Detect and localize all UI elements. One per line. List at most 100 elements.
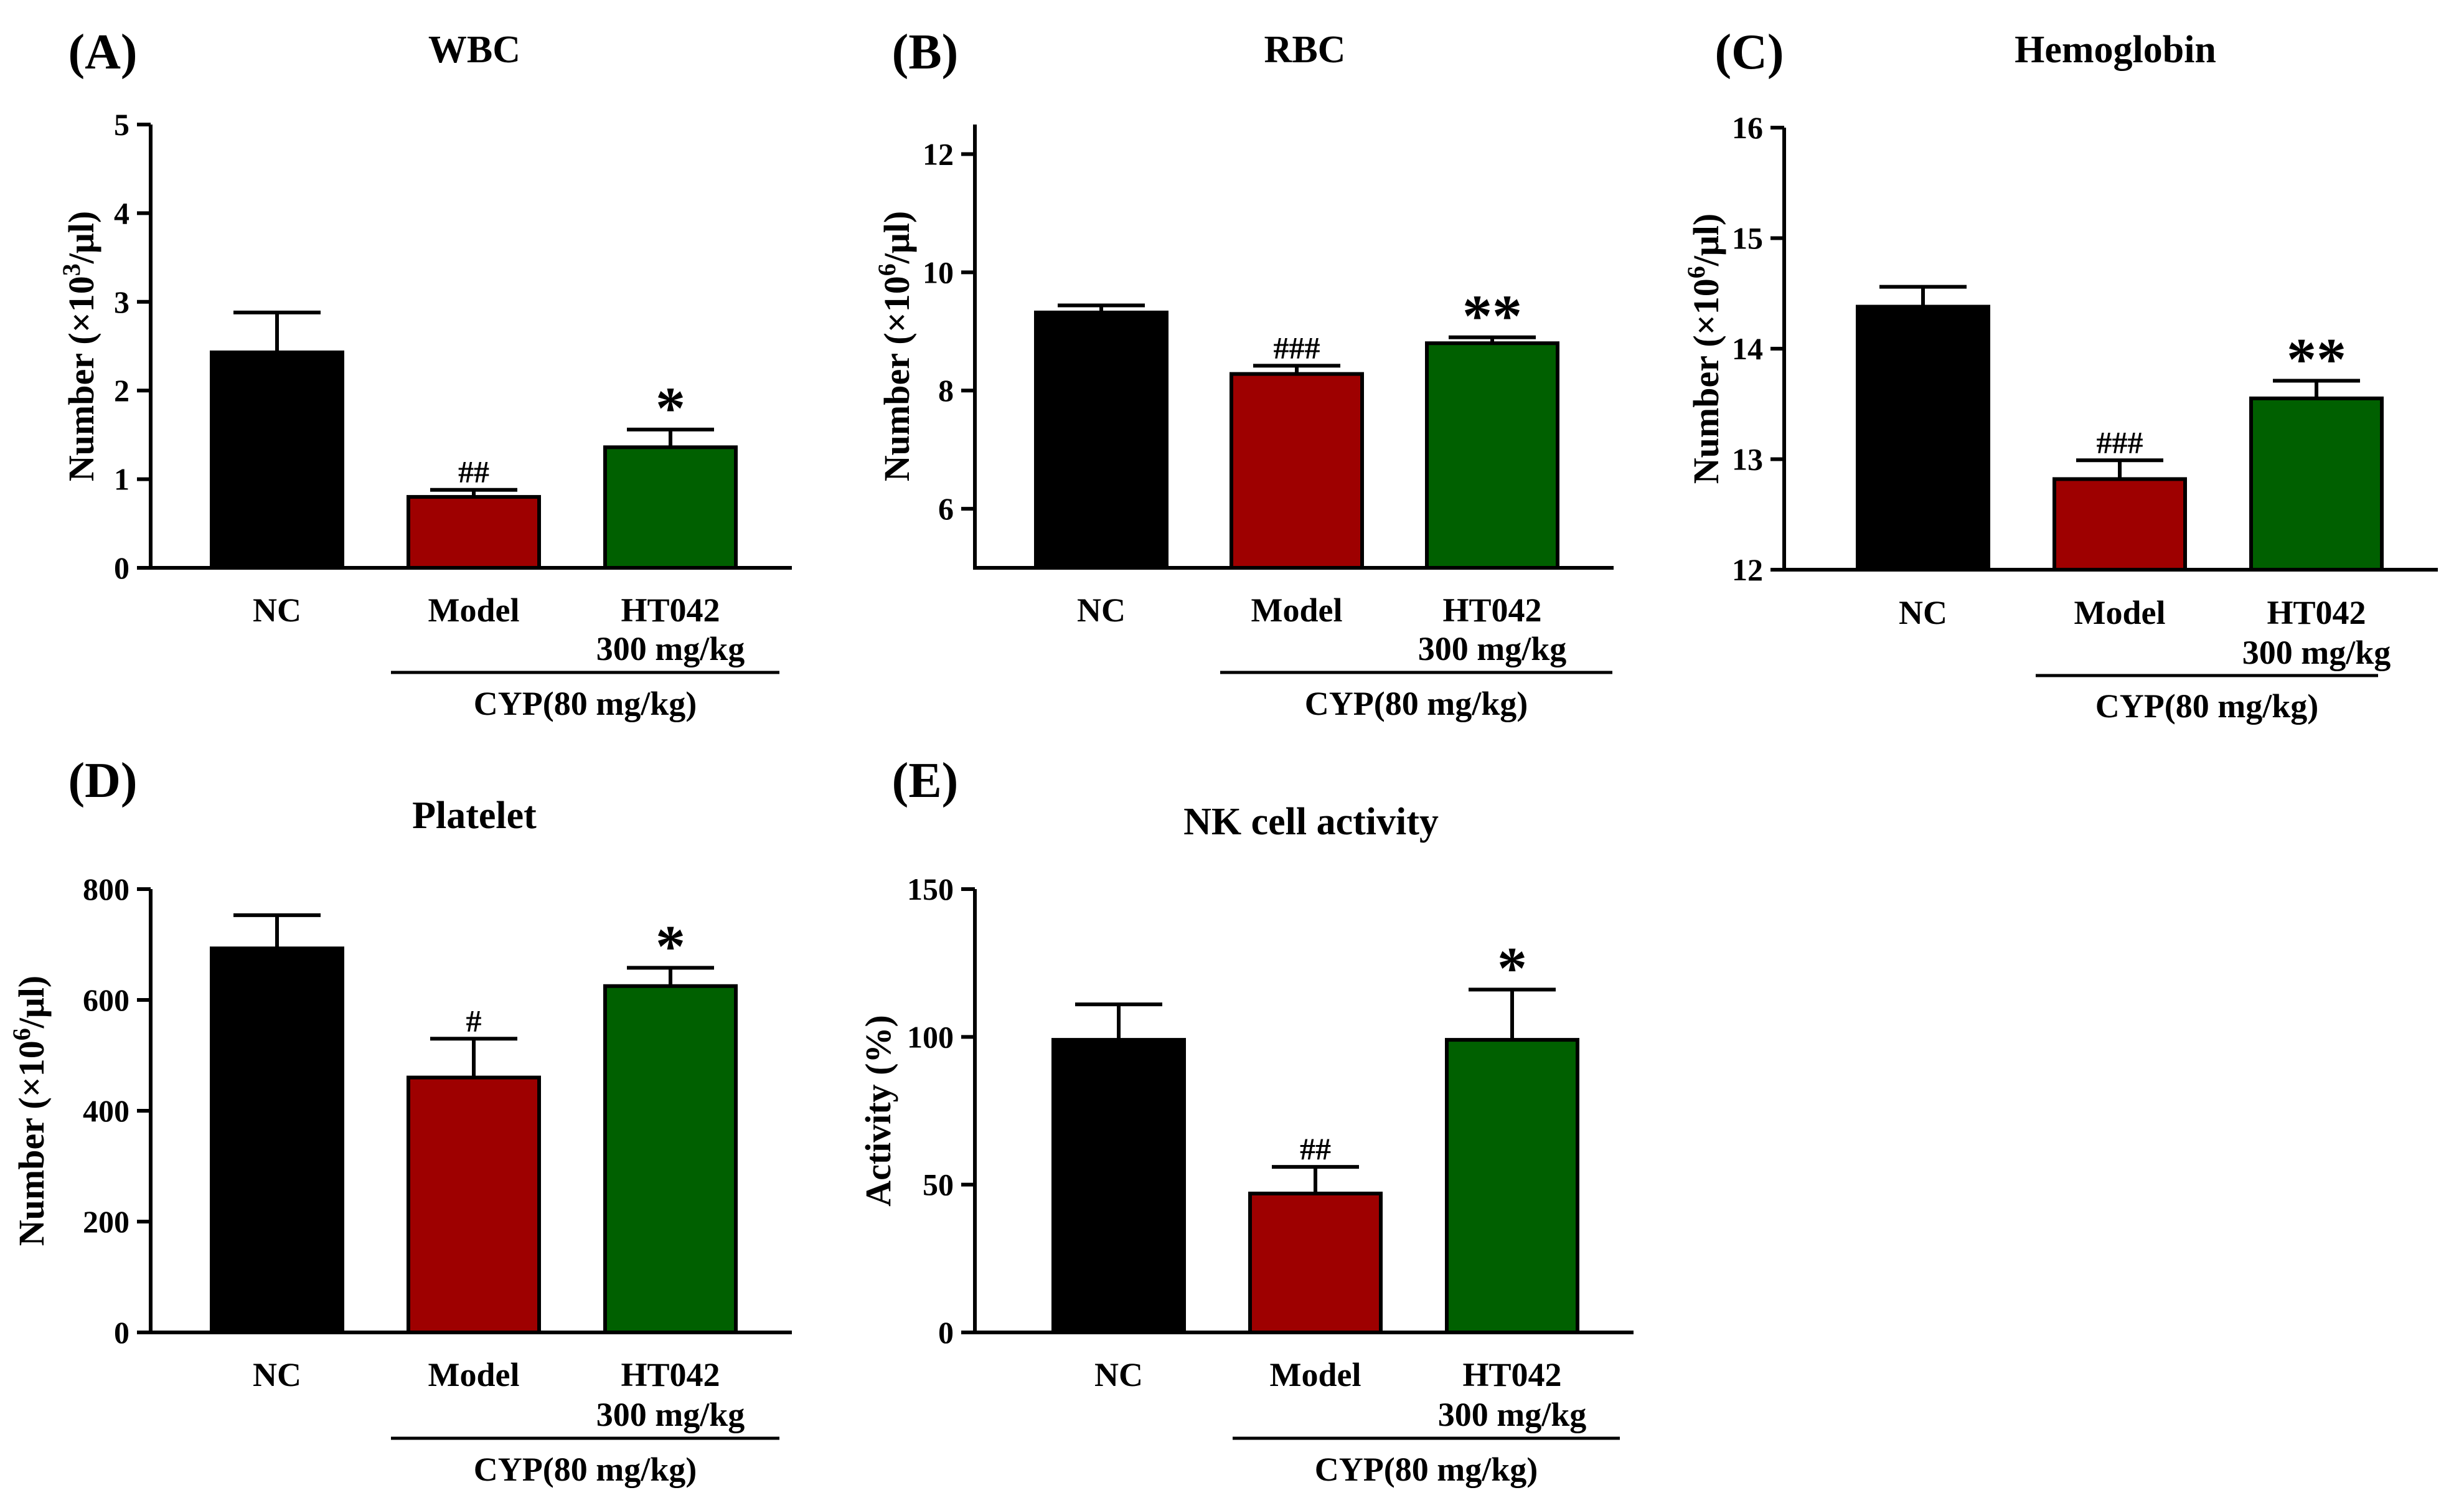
y-axis-label: Number (×106/μl): [7, 976, 52, 1246]
category-sublabel: 300 mg/kg: [1418, 630, 1567, 667]
significance-marker: ###: [2097, 425, 2143, 459]
y-tick-label: 12: [1732, 552, 1763, 587]
bar-nc: [210, 350, 344, 570]
significance-marker: ##: [458, 455, 489, 489]
category-sublabel: 300 mg/kg: [1438, 1396, 1587, 1433]
bar-model: [2053, 477, 2187, 572]
y-tick-label: 10: [923, 255, 954, 290]
y-tick-label: 16: [1732, 110, 1763, 145]
bar-nc: [1034, 310, 1169, 570]
y-tick-label: 0: [114, 1315, 129, 1350]
y-axis-label-unit: /μl): [877, 211, 917, 264]
category-label: NC: [253, 591, 301, 629]
category-sublabel: 300 mg/kg: [596, 1396, 745, 1433]
y-tick-label: 14: [1732, 331, 1763, 366]
panel-letter: (D): [68, 753, 137, 808]
significance-marker: **: [1462, 283, 1522, 349]
y-tick-label: 5: [114, 107, 129, 142]
category-label: NC: [253, 1356, 301, 1393]
significance-marker: ##: [1300, 1131, 1331, 1166]
category-label: NC: [1094, 1356, 1143, 1393]
y-tick-label: 1: [114, 462, 129, 497]
panel-letter: (A): [68, 25, 137, 80]
y-axis-label-main: Number (×10: [877, 276, 917, 481]
y-axis-label-main: Number (×10: [1686, 278, 1726, 484]
y-axis-label-superscript: 6: [7, 1028, 35, 1040]
chart-title: NK cell activity: [1183, 801, 1439, 843]
category-label: NC: [1899, 594, 1947, 631]
y-tick-label: 0: [114, 550, 129, 585]
category-label: HT042: [621, 591, 720, 629]
y-tick-label: 600: [83, 983, 129, 1017]
category-label: NC: [1077, 591, 1126, 629]
group-label: CYP(80 mg/kg): [1315, 1451, 1538, 1488]
category-label: HT042: [2267, 594, 2366, 631]
bar-model: [407, 495, 541, 570]
chart-title: Platelet: [412, 794, 537, 837]
significance-marker: *: [656, 913, 685, 979]
category-label: Model: [1251, 591, 1343, 629]
chart-title: RBC: [1264, 29, 1346, 71]
y-tick-label: 800: [83, 872, 129, 907]
y-tick-label: 0: [938, 1315, 954, 1350]
y-axis-label-unit: /μl): [61, 211, 101, 264]
y-tick-label: 2: [114, 373, 129, 408]
category-label: Model: [1270, 1356, 1361, 1393]
y-tick-label: 8: [938, 373, 954, 408]
y-tick-label: 150: [907, 872, 954, 907]
panel-letter: (B): [892, 25, 959, 80]
category-label: Model: [2074, 594, 2166, 631]
y-axis-label: Number (×103/μl): [57, 211, 101, 481]
category-sublabel: 300 mg/kg: [2242, 634, 2391, 671]
chart-panel-5: (E) NK cell activity 0 50 100 150 Activity (%)…: [858, 753, 1634, 1488]
category-label: Model: [428, 1356, 520, 1393]
y-tick-label: 6: [938, 491, 954, 526]
significance-marker: **: [2287, 326, 2346, 392]
bar-model: [1230, 372, 1364, 570]
significance-marker: *: [1497, 935, 1527, 1001]
y-axis-label: Activity (%): [858, 1015, 898, 1207]
panel-letter: (E): [892, 753, 959, 808]
y-tick-label: 3: [114, 285, 129, 319]
bar-ht042: [2249, 396, 2384, 572]
category-label: HT042: [1442, 591, 1541, 629]
y-tick-label: 200: [83, 1204, 129, 1239]
bar-ht042: [603, 984, 738, 1334]
y-tick-label: 13: [1732, 442, 1763, 477]
bar-ht042: [603, 445, 738, 570]
bar-model: [1248, 1191, 1383, 1334]
y-axis-label: Number (×106/μl): [873, 211, 917, 481]
category-sublabel: 300 mg/kg: [596, 630, 745, 667]
y-axis-label-superscript: 6: [1682, 266, 1710, 278]
chart-panel-4: (D) Platelet 0 200 400 600 800 Number (×106/μl)…: [7, 753, 792, 1488]
group-label: CYP(80 mg/kg): [474, 685, 697, 722]
chart-title: WBC: [428, 29, 520, 71]
category-label: HT042: [1462, 1356, 1561, 1393]
y-tick-label: 50: [923, 1167, 954, 1202]
bar-ht042: [1445, 1038, 1579, 1334]
bar-nc: [1856, 304, 1990, 572]
y-axis-label-superscript: 3: [57, 263, 85, 276]
panel-letter: (C): [1714, 25, 1784, 80]
group-label: CYP(80 mg/kg): [474, 1451, 697, 1488]
y-axis-label-main: Activity (%): [858, 1015, 898, 1207]
bar-model: [407, 1075, 541, 1334]
significance-marker: *: [656, 375, 685, 441]
bar-ht042: [1425, 341, 1559, 570]
significance-marker: #: [466, 1003, 482, 1038]
y-tick-label: 100: [907, 1019, 954, 1054]
bar-nc: [1051, 1038, 1186, 1334]
category-label: Model: [428, 591, 520, 629]
category-label: HT042: [621, 1356, 720, 1393]
y-tick-label: 4: [114, 196, 129, 230]
y-tick-label: 400: [83, 1093, 129, 1128]
y-axis-label-unit: /μl): [11, 976, 52, 1029]
y-axis-label-main: Number (×10: [61, 276, 101, 481]
group-label: CYP(80 mg/kg): [1305, 685, 1528, 722]
group-label: CYP(80 mg/kg): [2095, 687, 2318, 725]
y-tick-label: 12: [923, 136, 954, 171]
y-tick-label: 15: [1732, 221, 1763, 256]
